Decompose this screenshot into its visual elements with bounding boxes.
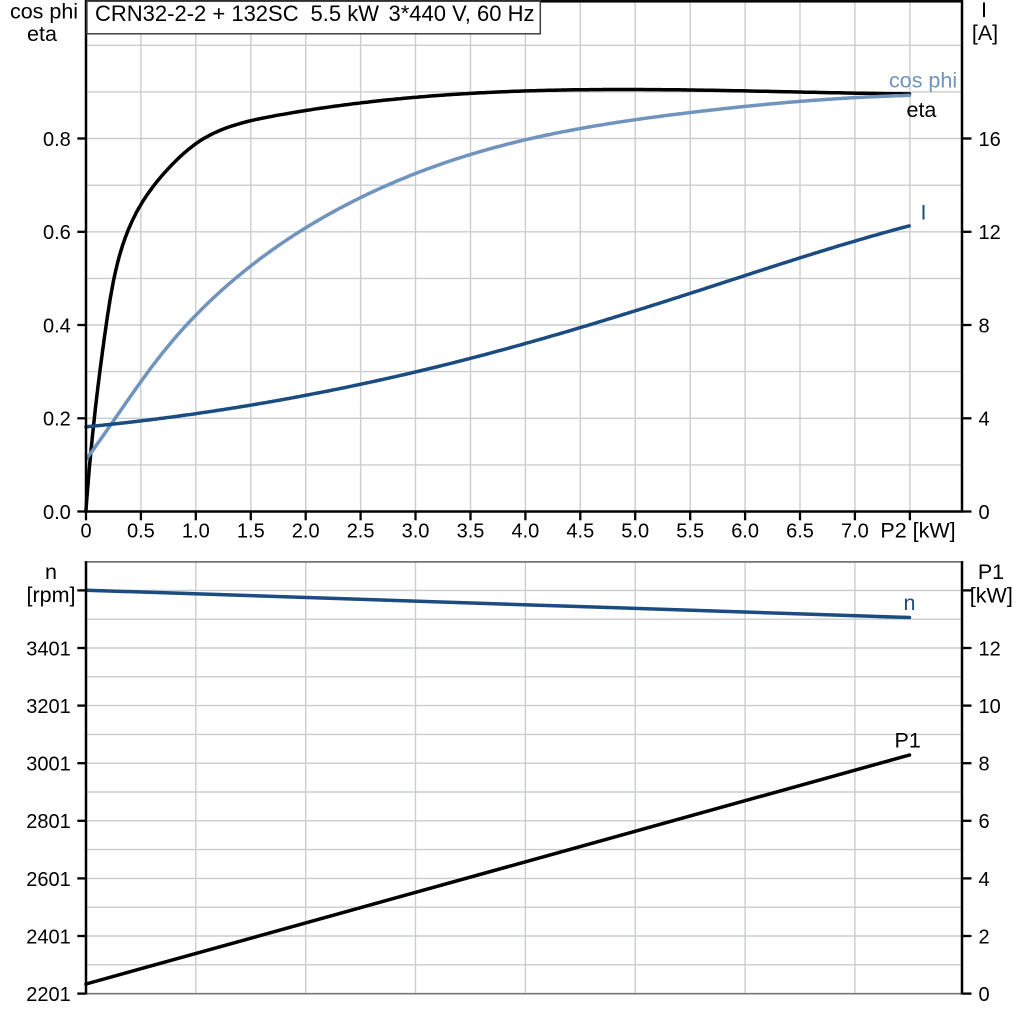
svg-text:3*440 V, 60 Hz: 3*440 V, 60 Hz (389, 1, 535, 26)
svg-text:3401: 3401 (26, 638, 71, 660)
svg-text:7.0: 7.0 (841, 521, 869, 543)
svg-text:cos phi: cos phi (10, 0, 78, 24)
svg-text:3.0: 3.0 (402, 521, 430, 543)
svg-text:5.5: 5.5 (676, 521, 704, 543)
svg-text:8: 8 (979, 315, 990, 337)
svg-text:0.6: 0.6 (43, 222, 71, 244)
svg-text:2201: 2201 (26, 984, 71, 1006)
svg-text:P2 [kW]: P2 [kW] (880, 519, 955, 543)
svg-text:0: 0 (80, 521, 91, 543)
svg-text:[rpm]: [rpm] (27, 583, 76, 607)
svg-text:2.5: 2.5 (347, 521, 375, 543)
svg-text:[A]: [A] (972, 21, 998, 45)
svg-text:5.5 kW: 5.5 kW (311, 1, 380, 26)
svg-text:0.5: 0.5 (127, 521, 155, 543)
svg-text:P1: P1 (895, 728, 921, 752)
svg-text:12: 12 (979, 222, 1001, 244)
svg-text:6: 6 (979, 811, 990, 833)
svg-text:4: 4 (979, 869, 990, 891)
svg-text:8: 8 (979, 754, 990, 776)
svg-text:I: I (981, 0, 987, 22)
svg-text:3.5: 3.5 (457, 521, 485, 543)
svg-text:6.5: 6.5 (786, 521, 814, 543)
svg-text:2401: 2401 (26, 926, 71, 948)
svg-text:1.5: 1.5 (237, 521, 265, 543)
svg-text:6.0: 6.0 (731, 521, 759, 543)
svg-text:4.0: 4.0 (511, 521, 539, 543)
svg-text:eta: eta (907, 98, 937, 122)
svg-text:2: 2 (979, 926, 990, 948)
svg-text:16: 16 (979, 129, 1001, 151)
svg-text:1.0: 1.0 (182, 521, 210, 543)
svg-text:[kW]: [kW] (970, 584, 1013, 608)
svg-text:3001: 3001 (26, 754, 71, 776)
svg-text:2.0: 2.0 (292, 521, 320, 543)
svg-text:n: n (904, 591, 916, 615)
svg-text:2601: 2601 (26, 869, 71, 891)
svg-text:0.4: 0.4 (43, 315, 71, 337)
svg-text:0.2: 0.2 (43, 409, 71, 431)
svg-text:4.5: 4.5 (566, 521, 594, 543)
svg-text:eta: eta (27, 22, 57, 46)
svg-text:0.8: 0.8 (43, 129, 71, 151)
svg-text:12: 12 (979, 638, 1001, 660)
svg-text:CRN32-2-2 + 132SC: CRN32-2-2 + 132SC (95, 1, 299, 26)
svg-text:10: 10 (979, 696, 1001, 718)
svg-text:5.0: 5.0 (621, 521, 649, 543)
svg-text:I: I (921, 201, 927, 225)
svg-text:n: n (45, 560, 57, 584)
svg-text:cos phi: cos phi (889, 69, 957, 93)
svg-text:P1: P1 (978, 560, 1004, 584)
svg-text:0: 0 (979, 984, 990, 1006)
svg-text:4: 4 (979, 409, 990, 431)
svg-text:3201: 3201 (26, 696, 71, 718)
svg-text:2801: 2801 (26, 811, 71, 833)
svg-text:0.0: 0.0 (43, 502, 71, 524)
svg-text:0: 0 (979, 502, 990, 524)
